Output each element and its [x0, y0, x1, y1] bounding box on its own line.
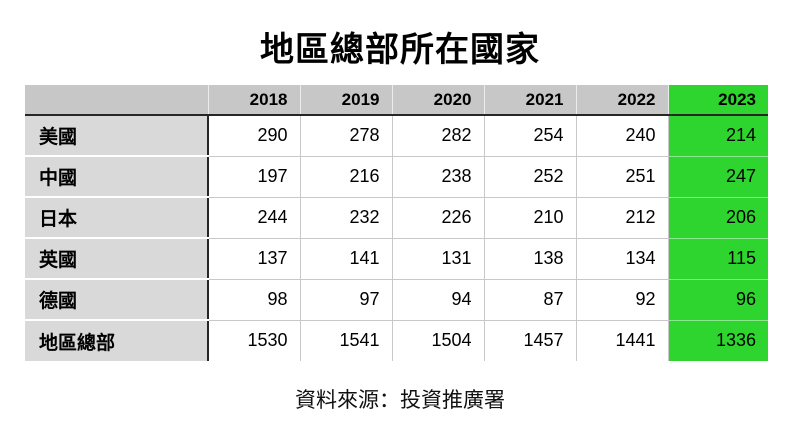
value-cell: 1530	[207, 320, 300, 361]
table-row: 美國 290 278 282 254 240 214	[25, 115, 768, 157]
value-cell: 226	[391, 197, 484, 239]
value-cell: 206	[667, 197, 768, 239]
table-row: 地區總部 1530 1541 1504 1457 1441 1336	[25, 320, 768, 361]
value-cell: 92	[575, 279, 668, 321]
year-header-2020: 2020	[391, 85, 484, 116]
value-cell: 282	[391, 115, 484, 157]
page-title: 地區總部所在國家	[260, 31, 540, 69]
value-cell: 216	[299, 156, 392, 198]
row-label: 英國	[25, 238, 209, 280]
table-row: 英國 137 141 131 138 134 115	[25, 238, 768, 280]
row-label: 中國	[25, 156, 209, 198]
table-body: 美國 290 278 282 254 240 214 中國 197 216 238 252 251 247…	[25, 115, 768, 361]
value-cell: 97	[299, 279, 392, 321]
table-header: 2018 2019 2020 2021 2022 2023	[25, 85, 768, 116]
header-row: 2018 2019 2020 2021 2022 2023	[25, 85, 768, 116]
value-cell: 1441	[575, 320, 668, 361]
row-label: 日本	[25, 197, 209, 239]
value-cell: 131	[391, 238, 484, 280]
value-cell: 134	[575, 238, 668, 280]
row-label: 地區總部	[25, 320, 209, 361]
year-header-2021: 2021	[483, 85, 576, 116]
value-cell: 137	[207, 238, 300, 280]
row-label: 德國	[25, 279, 209, 321]
value-cell: 212	[575, 197, 668, 239]
table-row: 中國 197 216 238 252 251 247	[25, 156, 768, 198]
value-cell: 138	[483, 238, 576, 280]
value-cell: 96	[667, 279, 768, 321]
year-header-2019: 2019	[299, 85, 392, 116]
year-header-2018: 2018	[207, 85, 300, 116]
value-cell: 232	[299, 197, 392, 239]
source-note: 資料來源：投資推廣署	[295, 389, 505, 412]
value-cell: 251	[575, 156, 668, 198]
value-cell: 197	[207, 156, 300, 198]
value-cell: 252	[483, 156, 576, 198]
value-cell: 1457	[483, 320, 576, 361]
value-cell: 290	[207, 115, 300, 157]
row-label: 美國	[25, 115, 209, 157]
value-cell: 254	[483, 115, 576, 157]
value-cell: 238	[391, 156, 484, 198]
year-header-2023: 2023	[667, 85, 768, 116]
value-cell: 210	[483, 197, 576, 239]
value-cell: 1541	[299, 320, 392, 361]
value-cell: 214	[667, 115, 768, 157]
value-cell: 1504	[391, 320, 484, 361]
corner-cell	[25, 85, 208, 116]
value-cell: 141	[299, 238, 392, 280]
value-cell: 278	[299, 115, 392, 157]
data-table: 2018 2019 2020 2021 2022 2023 美國 290 278 282 254 2…	[25, 85, 768, 361]
value-cell: 1336	[667, 320, 768, 361]
value-cell: 247	[667, 156, 768, 198]
value-cell: 244	[207, 197, 300, 239]
table-row: 德國 98 97 94 87 92 96	[25, 279, 768, 321]
value-cell: 94	[391, 279, 484, 321]
value-cell: 240	[575, 115, 668, 157]
value-cell: 98	[207, 279, 300, 321]
value-cell: 115	[667, 238, 768, 280]
year-header-2022: 2022	[575, 85, 668, 116]
value-cell: 87	[483, 279, 576, 321]
table-row: 日本 244 232 226 210 212 206	[25, 197, 768, 239]
